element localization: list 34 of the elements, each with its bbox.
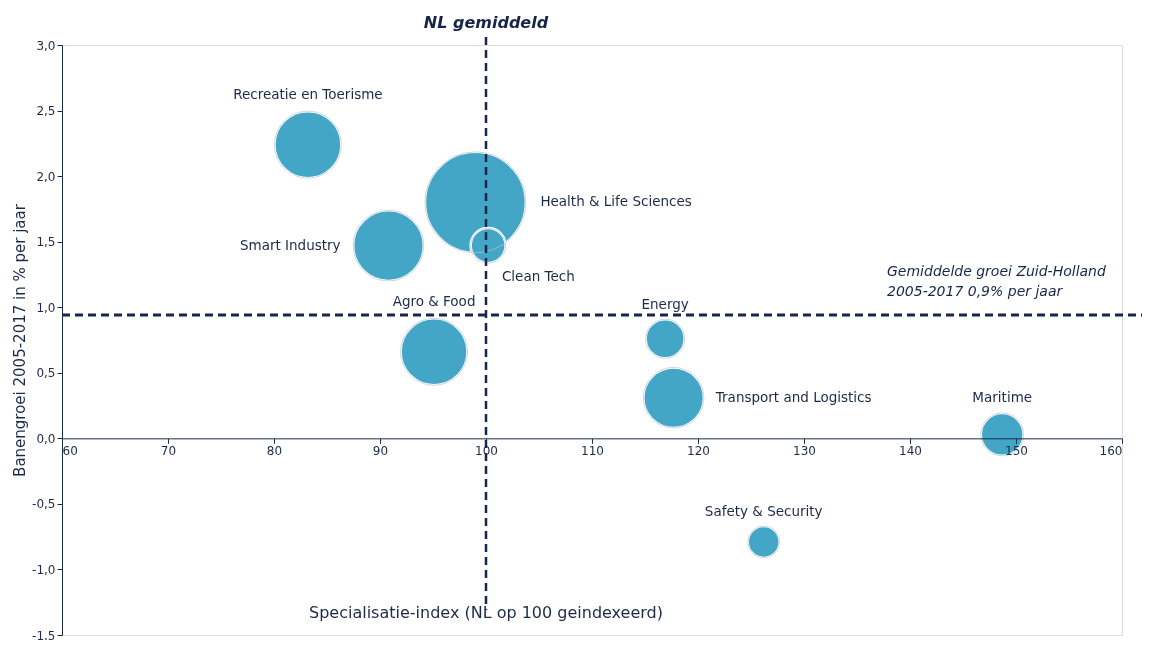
x-tick-label: 110 [581,443,604,458]
annotation: Safety & Security [704,502,823,519]
x-tick-label: 160 [1099,443,1123,458]
x-tick-label: 90 [372,443,389,458]
y-tick-label: 0,5 [36,366,56,381]
x-tick-label: 120 [687,443,710,458]
y-tick-label: -1,5 [32,628,56,643]
y-tick-label: 1,5 [36,235,56,250]
x-tick-label: 70 [160,443,177,458]
y-tick-label: -1,0 [32,562,56,577]
x-tick-label: 150 [1005,443,1028,458]
annotation: Agro & Food [392,293,476,309]
annotation: Recreatie en Toerisme [233,85,383,102]
x-tick-label: 80 [266,443,283,458]
annotation: Clean Tech [501,268,575,285]
y-tick-label: 0,0 [36,431,56,446]
ref-line-label: NL gemiddeld [423,13,549,32]
annotation: Transport and Logistics [714,388,872,405]
y-tick-label: 3,0 [36,38,56,53]
x-axis-title: Specialisatie-index (NL op 100 geindexeerd) [309,603,663,622]
y-tick-label: 2,0 [36,169,56,184]
x-tick-label: 100 [475,443,498,458]
annotation: Energy [641,295,689,312]
annotation: Maritime [972,389,1033,406]
y-axis-title: Banengroei 2005-2017 in % per jaar [11,203,30,477]
annotation: Smart Industry [239,236,341,253]
x-tick-label: 60 [62,443,78,458]
x-tick-label: 140 [899,443,922,458]
annotation: Health & Life Sciences [540,193,692,210]
ref-line-label: Gemiddelde groei Zuid-Holland 2005-2017 0,9% per jaar [887,263,1106,300]
y-tick-label: 1,0 [36,300,56,315]
y-tick-label: -0,5 [32,497,56,512]
x-tick-label: 130 [793,443,816,458]
y-tick-label: 2,5 [36,104,56,119]
